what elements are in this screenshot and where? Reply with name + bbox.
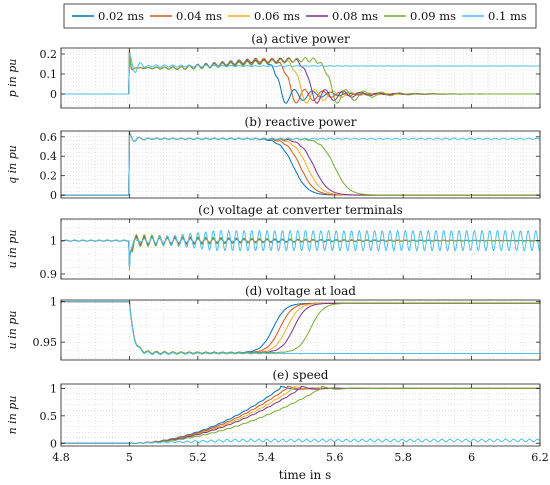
grid (60, 384, 541, 446)
legend-label: 0.06 ms (254, 9, 300, 23)
x-tick-label: 5.2 (189, 451, 207, 464)
y-tick-label: 0.5 (40, 410, 58, 423)
series-line (61, 234, 540, 265)
y-tick-label: 0.4 (40, 150, 58, 163)
series-line (61, 229, 540, 271)
y-tick-label: 1 (50, 296, 57, 309)
panel: (d) voltage at load 0.95 1 u in pu (6, 284, 541, 361)
x-tick-label: 4.8 (52, 451, 70, 464)
chart-panels: (a) active power 0 0.1 0.2 p in pu (b) reacti… (6, 32, 549, 464)
grid (60, 131, 541, 198)
y-tick-label: 0 (50, 88, 57, 101)
axes-frame (60, 47, 541, 109)
legend-entry: 0.04 ms (150, 9, 222, 23)
panel: (b) reactive power 0 0.2 0.4 0.6 q in pu (6, 115, 541, 202)
panel-title: (d) voltage at load (245, 284, 356, 298)
series-group (61, 385, 540, 445)
series-line (61, 438, 540, 444)
axes-frame (60, 218, 541, 280)
axes-frame (60, 130, 541, 199)
series-line (61, 49, 540, 104)
panel-title: (a) active power (251, 32, 350, 46)
series-line (61, 131, 540, 196)
x-tick-label: 5.8 (394, 451, 412, 464)
y-tick-label: 0 (50, 189, 57, 202)
axes-frame (60, 299, 541, 361)
x-tick-labels: 4.8 5 5.2 5.4 5.6 5.8 6 6.2 (52, 451, 549, 464)
y-axis-label: u in pu (6, 230, 19, 269)
y-axis-label: p in pu (6, 59, 19, 98)
y-tick-label: 0 (50, 437, 57, 450)
series-group (61, 49, 540, 104)
y-tick-label: 0.6 (40, 131, 58, 144)
x-tick-label: 5.6 (326, 451, 344, 464)
series-line (61, 301, 540, 356)
x-tick-label: 5 (126, 451, 133, 464)
y-axis-label: q in pu (6, 145, 19, 184)
y-tick-label: 1 (50, 235, 57, 248)
panel-title: (c) voltage at converter terminals (198, 203, 403, 217)
x-tick-label: 5.4 (258, 451, 276, 464)
legend-label: 0.04 ms (176, 9, 222, 23)
axes-frame (60, 383, 541, 447)
y-tick-label: 0.9 (40, 268, 58, 281)
legend-entry: 0.08 ms (306, 9, 378, 23)
panel-title: (b) reactive power (245, 115, 357, 129)
legend-label: 0.08 ms (332, 9, 378, 23)
legend-label: 0.02 ms (98, 9, 144, 23)
legend-entry: 0.06 ms (228, 9, 300, 23)
legend-label: 0.1 ms (488, 9, 527, 23)
panel-title: (e) speed (272, 368, 328, 382)
y-tick-label: 0.1 (40, 68, 58, 81)
y-tick-label: 0.95 (33, 336, 58, 349)
series-group (61, 301, 540, 356)
x-axis-label: time in s (279, 468, 332, 482)
legend-entry: 0.1 ms (462, 9, 527, 23)
legend-box (63, 3, 537, 29)
legend-entry: 0.09 ms (384, 9, 456, 23)
y-tick-label: 1 (50, 382, 57, 395)
legend-entry: 0.02 ms (72, 9, 144, 23)
panel: (c) voltage at converter terminals 0.9 1 u … (6, 203, 541, 281)
legend-label: 0.09 ms (410, 9, 456, 23)
panel: (a) active power 0 0.1 0.2 p in pu (6, 32, 541, 109)
y-tick-label: 0.2 (40, 48, 58, 61)
y-tick-label: 0.2 (40, 170, 58, 183)
series-group (61, 131, 540, 196)
x-tick-label: 6.2 (531, 451, 549, 464)
y-axis-label: u in pu (6, 311, 19, 350)
series-line (61, 52, 540, 95)
legend: 0.02 ms 0.04 ms 0.06 ms 0.08 ms 0.09 ms 0.1 m… (63, 3, 537, 29)
x-tick-label: 6 (468, 451, 475, 464)
y-axis-label: n in pu (6, 396, 19, 435)
series-group (61, 229, 540, 271)
panel: (e) speed 0 0.5 1 n in pu (6, 368, 541, 450)
